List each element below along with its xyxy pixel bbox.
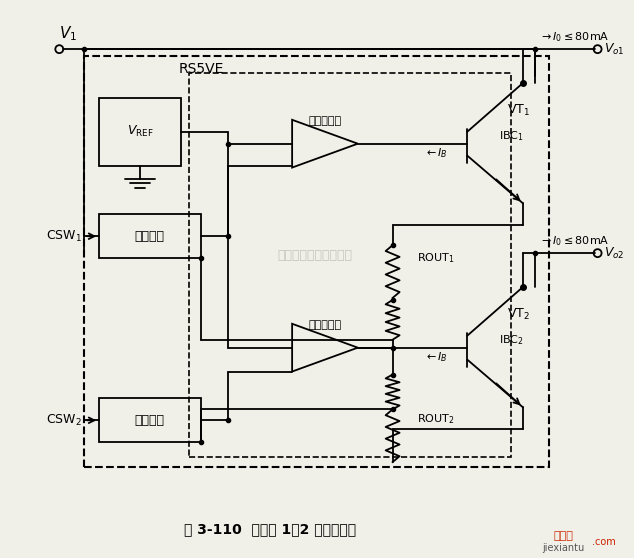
Text: 电平移动: 电平移动 bbox=[135, 414, 165, 427]
Bar bbox=[99, 214, 200, 258]
Text: $\mathrm{IBC}_1$: $\mathrm{IBC}_1$ bbox=[499, 129, 524, 143]
Text: $\mathrm{VT}_2$: $\mathrm{VT}_2$ bbox=[507, 307, 530, 323]
Text: 图 3-110  稳压器 1～2 的使用方法: 图 3-110 稳压器 1～2 的使用方法 bbox=[184, 522, 356, 536]
Text: $\leftarrow I_B$: $\leftarrow I_B$ bbox=[424, 146, 448, 160]
Text: $\rightarrow I_0\leq$80mA: $\rightarrow I_0\leq$80mA bbox=[539, 234, 609, 248]
Text: $\mathrm{CSW}_2$: $\mathrm{CSW}_2$ bbox=[46, 413, 82, 428]
Bar bbox=[99, 98, 181, 166]
Text: .com: .com bbox=[592, 537, 616, 547]
Text: $V_1$: $V_1$ bbox=[60, 24, 77, 42]
Text: $\mathrm{ROUT}_2$: $\mathrm{ROUT}_2$ bbox=[418, 412, 455, 426]
Text: $V_{o2}$: $V_{o2}$ bbox=[604, 246, 624, 261]
Bar bbox=[99, 398, 200, 442]
Text: $\leftarrow I_B$: $\leftarrow I_B$ bbox=[424, 350, 448, 363]
Text: $V_{\mathrm{REF}}$: $V_{\mathrm{REF}}$ bbox=[127, 124, 153, 140]
Bar bbox=[189, 73, 511, 457]
Text: 接线图: 接线图 bbox=[554, 531, 574, 541]
Text: jiexiantu: jiexiantu bbox=[543, 543, 585, 552]
Text: RS5VE: RS5VE bbox=[179, 62, 224, 76]
Text: $\rightarrow I_0\leq$80mA: $\rightarrow I_0\leq$80mA bbox=[539, 30, 609, 44]
Text: $\mathrm{CSW}_1$: $\mathrm{CSW}_1$ bbox=[46, 229, 82, 244]
Text: 误差放大器: 误差放大器 bbox=[308, 320, 342, 330]
Text: 误差放大器: 误差放大器 bbox=[308, 116, 342, 126]
Bar bbox=[84, 56, 549, 467]
Text: $\mathrm{IBC}_2$: $\mathrm{IBC}_2$ bbox=[499, 333, 524, 347]
Text: 电平移动: 电平移动 bbox=[135, 230, 165, 243]
Text: $\mathrm{ROUT}_1$: $\mathrm{ROUT}_1$ bbox=[418, 251, 455, 265]
Text: $V_{o1}$: $V_{o1}$ bbox=[604, 42, 624, 57]
Text: $\mathrm{VT}_1$: $\mathrm{VT}_1$ bbox=[507, 103, 530, 118]
Text: 杭州溶睿科技有限公司: 杭州溶睿科技有限公司 bbox=[278, 249, 353, 262]
